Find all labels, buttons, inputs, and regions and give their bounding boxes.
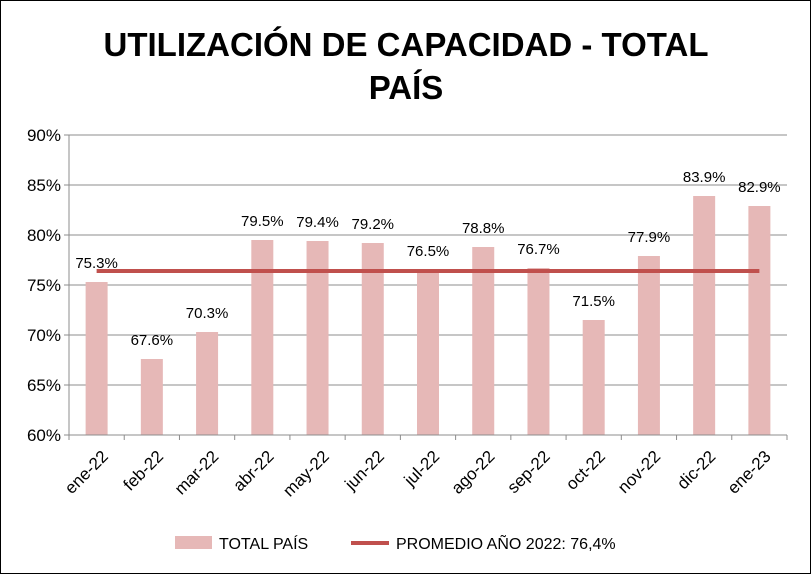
y-tick-label-80: 80% [27, 226, 61, 245]
data-label-ene-22: 75.3% [75, 255, 118, 272]
x-tick-label-jul-22: jul-22 [400, 447, 444, 491]
x-tick-label-mar-22: mar-22 [171, 447, 223, 499]
y-tick-label-90: 90% [27, 126, 61, 145]
x-tick-label-abr-22: abr-22 [229, 447, 277, 495]
x-tick-label-may-22: may-22 [279, 447, 333, 501]
bar-dic-22 [693, 196, 716, 435]
x-tick-label-ene-22: ene-22 [61, 447, 112, 498]
data-label-jul-22: 76.5% [407, 243, 450, 260]
x-tick-label-dic-22: dic-22 [673, 447, 719, 493]
bar-oct-22 [582, 320, 605, 435]
data-label-nov-22: 77.9% [628, 229, 671, 246]
data-label-sep-22: 76.7% [517, 241, 560, 258]
bar-may-22 [306, 241, 329, 435]
data-label-jun-22: 79.2% [351, 216, 394, 233]
data-labels: 75.3% 67.6% 70.3% 79.5% 79.4% 79.2% 76.5% 78.8%… [75, 169, 780, 349]
x-tick-label-ago-22: ago-22 [448, 447, 499, 498]
data-label-abr-22: 79.5% [241, 213, 284, 230]
y-tick-label-65: 65% [27, 376, 61, 395]
data-label-ene-23: 82.9% [738, 179, 781, 196]
bar-abr-22 [251, 240, 274, 435]
bar-feb-22 [140, 359, 163, 435]
bar-series-total-pais [85, 196, 771, 435]
bar-mar-22 [196, 332, 219, 435]
data-label-may-22: 79.4% [296, 214, 339, 231]
data-label-dic-22: 83.9% [683, 169, 726, 186]
legend: TOTAL PAÍS PROMEDIO AÑO 2022: 76,4% [175, 533, 616, 553]
data-label-mar-22: 70.3% [186, 305, 229, 322]
x-tick-label-jun-22: jun-22 [341, 447, 389, 495]
chart-title-line-2: PAÍS [369, 69, 444, 106]
y-tick-label-60: 60% [27, 426, 61, 445]
bar-ene-22 [85, 282, 108, 435]
bar-ago-22 [472, 247, 495, 435]
bar-jun-22 [361, 243, 384, 435]
bar-jul-22 [417, 270, 439, 435]
data-label-ago-22: 78.8% [462, 220, 505, 237]
x-tick-label-nov-22: nov-22 [614, 447, 664, 497]
y-tick-label-85: 85% [27, 176, 61, 195]
chart-title-line-1: UTILIZACIÓN DE CAPACIDAD - TOTAL [104, 26, 709, 63]
legend-swatch-total-pais [175, 536, 212, 549]
x-tick-label-sep-22: sep-22 [504, 447, 554, 497]
legend-label-total-pais: TOTAL PAÍS [219, 534, 308, 553]
bar-ene-23 [748, 206, 771, 435]
bar-sep-22 [527, 268, 550, 435]
x-tick-label-oct-22: oct-22 [562, 447, 609, 494]
data-label-oct-22: 71.5% [572, 293, 615, 310]
y-tick-label-70: 70% [27, 326, 61, 345]
data-label-feb-22: 67.6% [131, 332, 174, 349]
x-tick-label-feb-22: feb-22 [120, 447, 168, 495]
legend-label-promedio: PROMEDIO AÑO 2022: 76,4% [396, 533, 616, 553]
axes: 60%65%70%75%80%85%90%ene-22 feb-22 mar-22 a… [27, 126, 788, 501]
x-tick-label-ene-23: ene-23 [724, 447, 775, 498]
y-tick-label-75: 75% [27, 276, 61, 295]
bar-nov-22 [637, 256, 660, 435]
